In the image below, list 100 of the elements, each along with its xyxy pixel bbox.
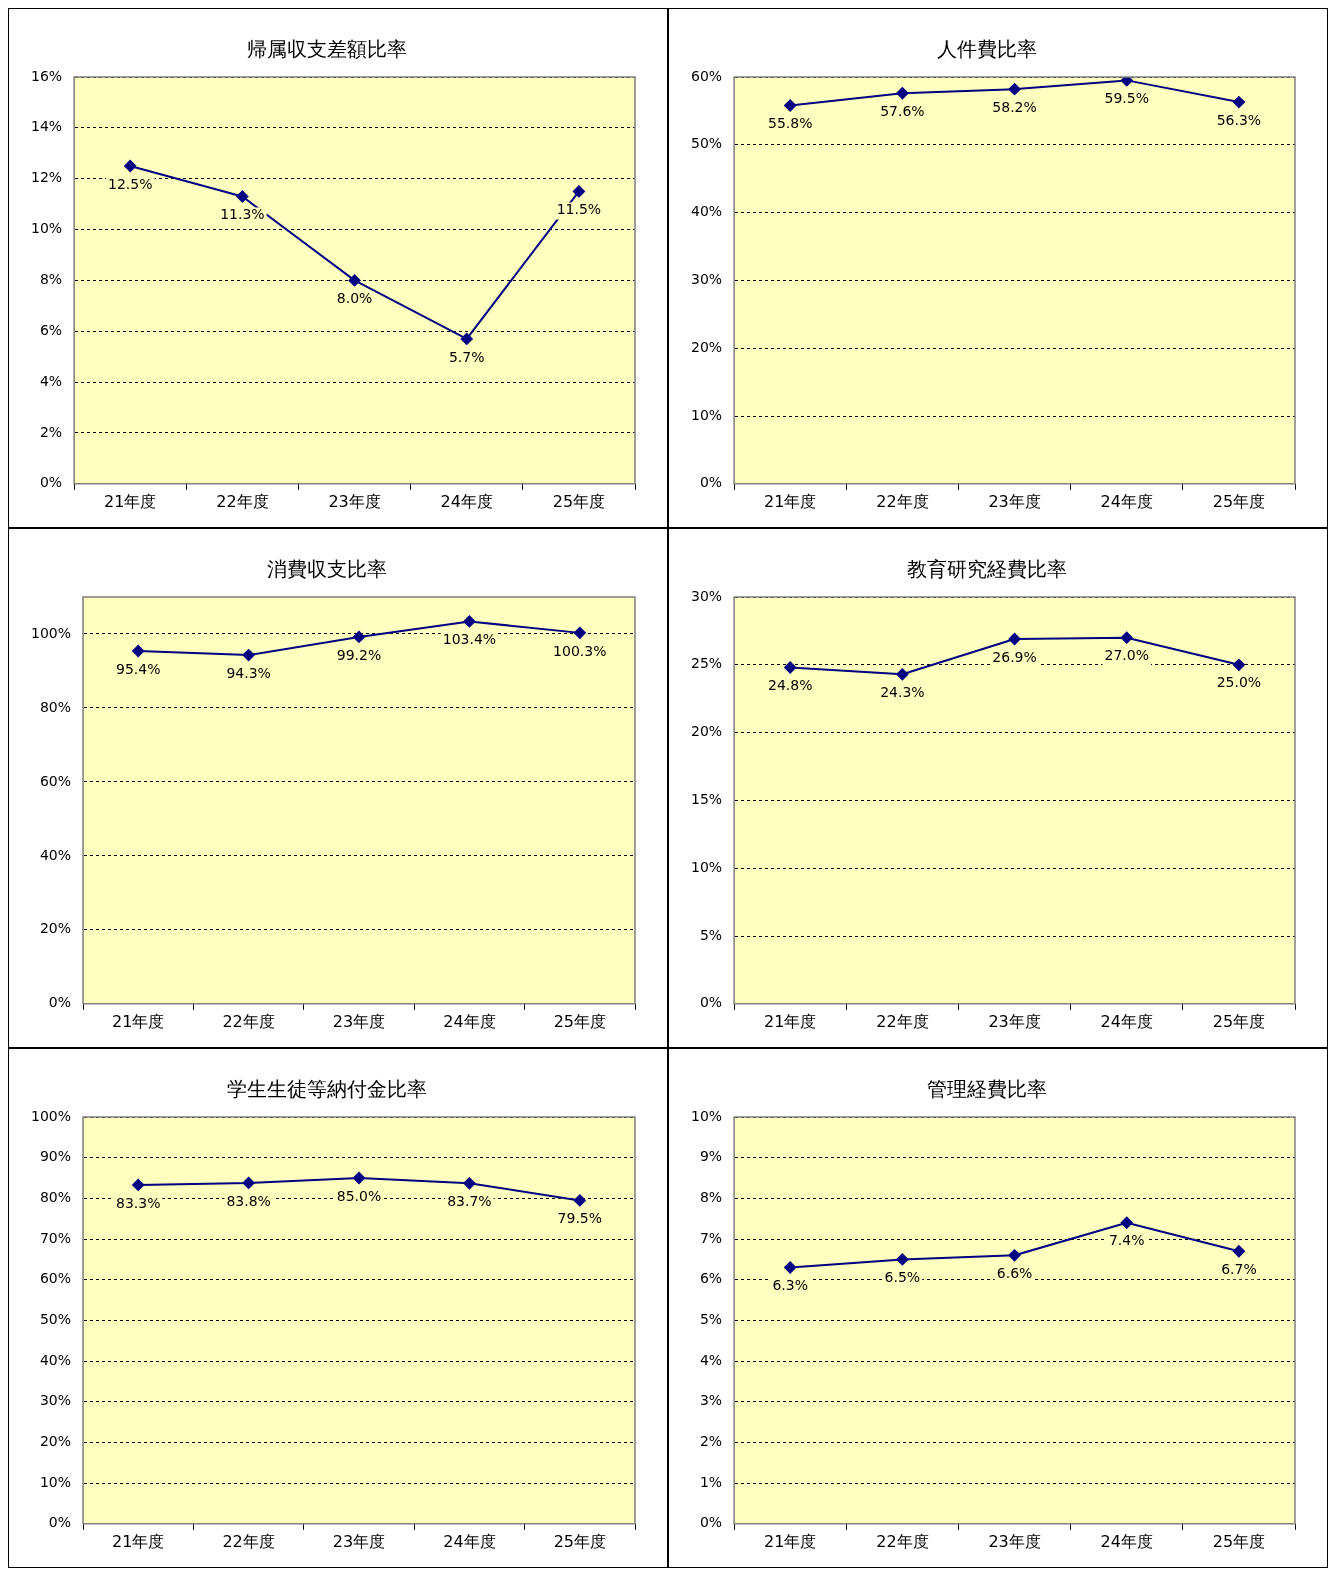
x-tick-label: 24年度 xyxy=(1100,491,1153,511)
y-tick-label: 10% xyxy=(690,1107,723,1124)
data-label: 83.8% xyxy=(226,1192,271,1209)
data-label: 6.6% xyxy=(996,1264,1033,1281)
data-label: 55.8% xyxy=(767,115,813,132)
y-tick-label: 16% xyxy=(30,67,63,84)
y-tick-label: 8% xyxy=(699,1189,723,1205)
point xyxy=(463,1177,476,1190)
x-tick-label: 23年度 xyxy=(328,491,381,511)
point xyxy=(1120,631,1133,644)
y-tick-label: 10% xyxy=(39,1473,72,1490)
y-tick-label: 5% xyxy=(699,1311,723,1328)
x-tick-label: 24年度 xyxy=(443,1011,496,1031)
point xyxy=(1008,633,1021,646)
point xyxy=(896,1253,909,1266)
y-tick-label: 0% xyxy=(699,994,723,1011)
data-label: 94.3% xyxy=(226,664,271,681)
x-tick-label: 24年度 xyxy=(1100,1011,1153,1031)
point xyxy=(1008,1249,1021,1262)
x-tick-label: 25年度 xyxy=(1212,1011,1266,1031)
x-tick-label: 25年度 xyxy=(552,491,606,511)
x-tick-label: 24年度 xyxy=(440,491,493,511)
y-tick-label: 60% xyxy=(39,1270,72,1287)
data-label: 56.3% xyxy=(1216,111,1262,128)
point xyxy=(348,274,361,287)
chart-title: 消費収支比率 xyxy=(267,557,387,582)
x-tick-label: 21年度 xyxy=(764,1011,817,1031)
data-label: 83.7% xyxy=(447,1192,492,1209)
point xyxy=(784,661,797,674)
x-tick-label: 22年度 xyxy=(222,1011,275,1031)
y-tick-label: 2% xyxy=(39,423,63,440)
x-tick-label: 23年度 xyxy=(988,1531,1041,1551)
y-tick-label: 7% xyxy=(699,1229,723,1246)
point xyxy=(132,1178,145,1191)
data-label: 58.2% xyxy=(992,98,1037,115)
y-tick-label: 9% xyxy=(699,1148,723,1165)
chart-title: 人件費比率 xyxy=(937,37,1037,62)
y-tick-label: 0% xyxy=(48,1514,72,1531)
data-label: 8.0% xyxy=(336,290,373,307)
chart-title: 管理経費比率 xyxy=(927,1077,1047,1102)
point xyxy=(353,630,366,643)
x-tick-label: 25年度 xyxy=(1212,1531,1266,1551)
point xyxy=(573,626,586,639)
y-tick-label: 20% xyxy=(690,723,723,740)
data-label: 57.6% xyxy=(880,102,925,119)
data-label: 83.3% xyxy=(115,1194,161,1211)
point xyxy=(784,1261,797,1274)
y-tick-label: 50% xyxy=(39,1311,72,1328)
data-label: 5.7% xyxy=(448,348,485,365)
y-tick-label: 10% xyxy=(690,406,723,423)
x-tick-label: 22年度 xyxy=(876,1011,929,1031)
point xyxy=(236,190,249,203)
chart-title: 教育研究経費比率 xyxy=(907,557,1067,582)
x-tick-label: 22年度 xyxy=(876,1531,929,1551)
data-label: 12.5% xyxy=(107,175,153,192)
data-label: 11.3% xyxy=(220,206,265,223)
x-tick-label: 21年度 xyxy=(764,491,817,511)
x-tick-label: 25年度 xyxy=(1212,491,1266,511)
y-tick-label: 40% xyxy=(39,1351,72,1368)
x-tick-label: 22年度 xyxy=(222,1531,275,1551)
x-tick-label: 21年度 xyxy=(112,1531,165,1551)
y-tick-label: 0% xyxy=(39,474,63,491)
chart-title: 学生生徒等納付金比率 xyxy=(227,1077,427,1102)
data-label: 24.3% xyxy=(880,683,925,700)
y-tick-label: 20% xyxy=(690,338,723,355)
y-tick-label: 5% xyxy=(699,926,723,943)
x-tick-label: 21年度 xyxy=(104,491,157,511)
data-label: 100.3% xyxy=(553,642,607,659)
x-tick-label: 23年度 xyxy=(332,1531,386,1551)
point xyxy=(460,332,473,345)
y-tick-label: 100% xyxy=(30,624,72,641)
point xyxy=(353,1172,366,1185)
data-label: 7.4% xyxy=(1108,1232,1145,1249)
data-label: 85.0% xyxy=(336,1187,382,1204)
x-tick-label: 23年度 xyxy=(332,1011,386,1031)
y-tick-label: 70% xyxy=(39,1229,72,1246)
y-tick-label: 0% xyxy=(699,1514,723,1531)
data-label: 6.3% xyxy=(772,1277,808,1294)
y-tick-label: 4% xyxy=(699,1351,723,1368)
x-tick-label: 23年度 xyxy=(988,491,1041,511)
point xyxy=(242,649,255,662)
y-tick-label: 8% xyxy=(39,271,63,288)
y-tick-label: 6% xyxy=(39,321,63,338)
y-tick-label: 60% xyxy=(690,67,723,84)
data-label: 24.8% xyxy=(767,677,813,694)
y-tick-label: 30% xyxy=(690,271,723,288)
y-tick-label: 10% xyxy=(690,858,723,875)
data-label: 79.5% xyxy=(557,1210,603,1227)
y-tick-label: 1% xyxy=(699,1473,723,1490)
point xyxy=(132,644,145,657)
point xyxy=(573,1194,586,1207)
y-tick-label: 20% xyxy=(39,920,72,937)
x-tick-label: 21年度 xyxy=(764,1531,817,1551)
y-tick-label: 25% xyxy=(690,655,723,672)
y-tick-label: 3% xyxy=(699,1392,723,1409)
y-tick-label: 100% xyxy=(30,1107,72,1124)
data-label: 103.4% xyxy=(442,631,497,648)
data-label: 59.5% xyxy=(1104,90,1149,107)
y-tick-label: 10% xyxy=(30,220,63,237)
y-tick-label: 50% xyxy=(690,135,723,152)
